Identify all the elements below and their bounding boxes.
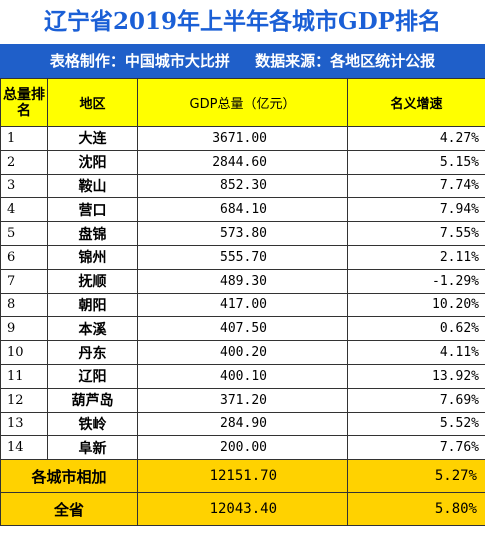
data-source-credit: 数据来源：各地区统计公报	[255, 52, 436, 70]
region-cell: 丹东	[47, 340, 138, 365]
total-growth: 5.80%	[347, 492, 485, 527]
table-row: 8 朝阳 417.00 10.20%	[0, 292, 485, 318]
table-row: 7 抚顺 489.30 -1.29%	[0, 268, 485, 294]
gdp-cell: 573.80	[137, 221, 348, 246]
gdp-cell: 400.20	[137, 340, 348, 365]
table-row: 9 本溪 407.50 0.62%	[0, 316, 485, 342]
table-header-row: 总量排名 地区 GDP总量（亿元） 名义增速	[0, 78, 485, 127]
rank-cell: 2	[0, 149, 48, 175]
rank-cell: 12	[0, 387, 48, 413]
table-row: 5 盘锦 573.80 7.55%	[0, 221, 485, 246]
table-row: 10 丹东 400.20 4.11%	[0, 340, 485, 365]
rank-cell: 5	[0, 221, 48, 246]
growth-cell: 7.55%	[347, 221, 485, 246]
table-maker-credit: 表格制作：中国城市大比拼	[49, 52, 230, 70]
growth-cell: 2.11%	[347, 244, 485, 270]
rank-cell: 8	[0, 292, 48, 318]
region-cell: 鞍山	[47, 173, 138, 199]
region-cell: 辽阳	[47, 363, 138, 389]
gdp-cell: 400.10	[137, 363, 348, 389]
rank-cell: 11	[0, 363, 48, 389]
table-row: 11 辽阳 400.10 13.92%	[0, 363, 485, 389]
rank-cell: 14	[0, 435, 48, 461]
subtitle-bar: 表格制作：中国城市大比拼 数据来源：各地区统计公报	[0, 44, 485, 78]
region-cell: 阜新	[47, 435, 138, 461]
growth-cell: -1.29%	[347, 268, 485, 294]
gdp-cell: 371.20	[137, 387, 348, 413]
region-cell: 锦州	[47, 244, 138, 270]
gdp-cell: 3671.00	[137, 126, 348, 151]
gdp-cell: 200.00	[137, 435, 348, 461]
total-growth: 5.27%	[347, 459, 485, 494]
region-cell: 抚顺	[47, 268, 138, 294]
growth-cell: 13.92%	[347, 363, 485, 389]
table-row: 3 鞍山 852.30 7.74%	[0, 173, 485, 199]
rank-cell: 13	[0, 411, 48, 437]
region-cell: 盘锦	[47, 221, 138, 246]
rank-cell: 7	[0, 268, 48, 294]
rank-cell: 10	[0, 340, 48, 365]
gdp-cell: 284.90	[137, 411, 348, 437]
total-gdp: 12151.70	[137, 459, 348, 494]
gdp-table: 总量排名 地区 GDP总量（亿元） 名义增速 1 大连 3671.00 4.27% 2 沈…	[0, 78, 485, 527]
region-cell: 大连	[47, 126, 138, 151]
growth-cell: 4.11%	[347, 340, 485, 365]
header-region: 地区	[47, 78, 138, 127]
table-row: 4 营口 684.10 7.94%	[0, 197, 485, 223]
rank-cell: 4	[0, 197, 48, 223]
region-cell: 沈阳	[47, 149, 138, 175]
growth-cell: 10.20%	[347, 292, 485, 318]
total-row: 各城市相加 12151.70 5.27%	[0, 459, 485, 494]
gdp-cell: 407.50	[137, 316, 348, 342]
table-row: 1 大连 3671.00 4.27%	[0, 126, 485, 151]
gdp-cell: 684.10	[137, 197, 348, 223]
gdp-cell: 555.70	[137, 244, 348, 270]
totals-body: 各城市相加 12151.70 5.27% 全省 12043.40 5.80%	[0, 459, 485, 527]
total-label: 各城市相加	[0, 459, 138, 494]
rank-cell: 9	[0, 316, 48, 342]
rank-cell: 3	[0, 173, 48, 199]
growth-cell: 4.27%	[347, 126, 485, 151]
region-cell: 营口	[47, 197, 138, 223]
gdp-cell: 489.30	[137, 268, 348, 294]
table-row: 13 铁岭 284.90 5.52%	[0, 411, 485, 437]
total-gdp: 12043.40	[137, 492, 348, 527]
region-cell: 铁岭	[47, 411, 138, 437]
total-row: 全省 12043.40 5.80%	[0, 492, 485, 527]
total-label: 全省	[0, 492, 138, 527]
gdp-cell: 417.00	[137, 292, 348, 318]
growth-cell: 5.15%	[347, 149, 485, 175]
growth-cell: 7.74%	[347, 173, 485, 199]
growth-cell: 0.62%	[347, 316, 485, 342]
region-cell: 朝阳	[47, 292, 138, 318]
growth-cell: 7.76%	[347, 435, 485, 461]
growth-cell: 7.69%	[347, 387, 485, 413]
gdp-cell: 2844.60	[137, 149, 348, 175]
table-row: 12 葫芦岛 371.20 7.69%	[0, 387, 485, 413]
header-gdp: GDP总量（亿元）	[137, 78, 348, 127]
header-growth: 名义增速	[347, 78, 485, 127]
table-row: 14 阜新 200.00 7.76%	[0, 435, 485, 461]
page-title: 辽宁省2019年上半年各城市GDP排名	[0, 0, 485, 44]
table-row: 2 沈阳 2844.60 5.15%	[0, 149, 485, 175]
growth-cell: 7.94%	[347, 197, 485, 223]
rank-cell: 1	[0, 126, 48, 151]
region-cell: 葫芦岛	[47, 387, 138, 413]
growth-cell: 5.52%	[347, 411, 485, 437]
table-row: 6 锦州 555.70 2.11%	[0, 244, 485, 270]
region-cell: 本溪	[47, 316, 138, 342]
header-rank: 总量排名	[0, 78, 48, 127]
gdp-cell: 852.30	[137, 173, 348, 199]
rank-cell: 6	[0, 244, 48, 270]
table-body: 1 大连 3671.00 4.27% 2 沈阳 2844.60 5.15% 3 鞍山 852.30 7…	[0, 126, 485, 461]
